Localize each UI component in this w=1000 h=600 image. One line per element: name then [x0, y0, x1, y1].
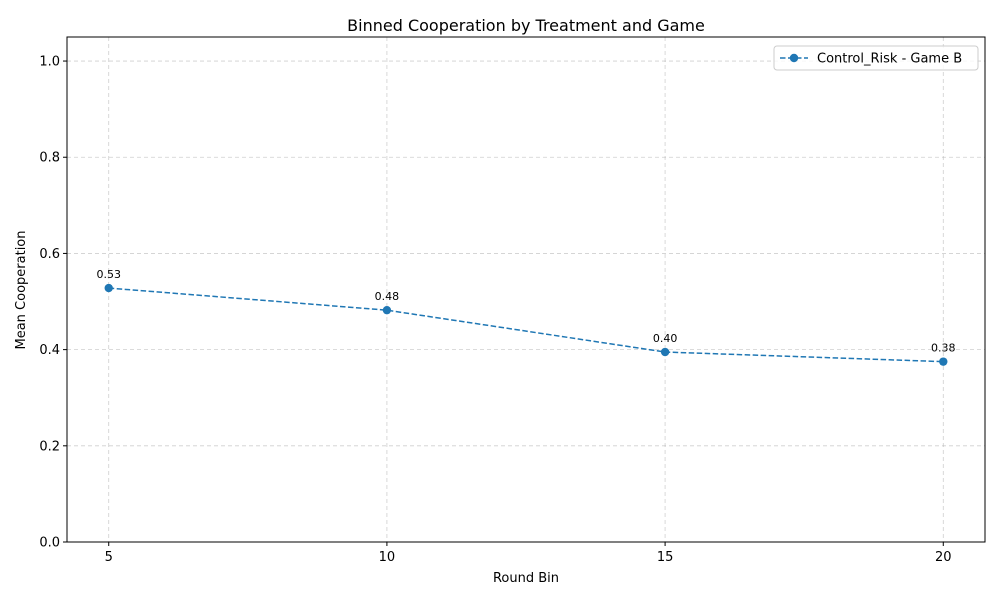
y-tick-label: 0.4: [39, 343, 60, 358]
x-axis-label: Round Bin: [493, 571, 559, 586]
grid: [67, 37, 985, 543]
y-tick-label: 0.0: [39, 536, 60, 551]
series-layer: 0.53 0.48 0.40 0.38: [96, 268, 956, 366]
data-point: [660, 347, 670, 357]
y-tick-label: 0.6: [39, 247, 60, 262]
y-tick-label: 0.8: [39, 151, 60, 166]
legend-label: Control_Risk - Game B: [817, 52, 962, 67]
x-tick-label: 5: [105, 550, 113, 565]
y-axis-label: Mean Cooperation: [14, 231, 29, 350]
x-tick-label: 20: [935, 550, 952, 565]
axis-ticks: 5 10 15 20 0.0 0.2 0.4 0.6 0.8 1.0: [39, 55, 951, 565]
data-label: 0.40: [653, 332, 678, 345]
legend-marker: [789, 53, 799, 63]
x-tick-label: 10: [379, 550, 396, 565]
data-point: [382, 305, 392, 315]
y-tick-label: 0.2: [39, 439, 60, 454]
series-line: [108, 287, 944, 363]
data-point: [104, 283, 113, 293]
y-tick-label: 1.0: [39, 55, 60, 70]
chart-title: Binned Cooperation by Treatment and Game: [347, 16, 705, 35]
data-point: [939, 357, 948, 366]
data-label: 0.53: [96, 268, 121, 281]
x-tick-label: 15: [657, 550, 674, 565]
data-label: 0.48: [375, 290, 400, 303]
legend-box: [773, 45, 979, 71]
data-label: 0.38: [931, 342, 956, 355]
plot-frame: [66, 36, 986, 543]
legend: Control_Risk - Game B: [773, 45, 979, 71]
